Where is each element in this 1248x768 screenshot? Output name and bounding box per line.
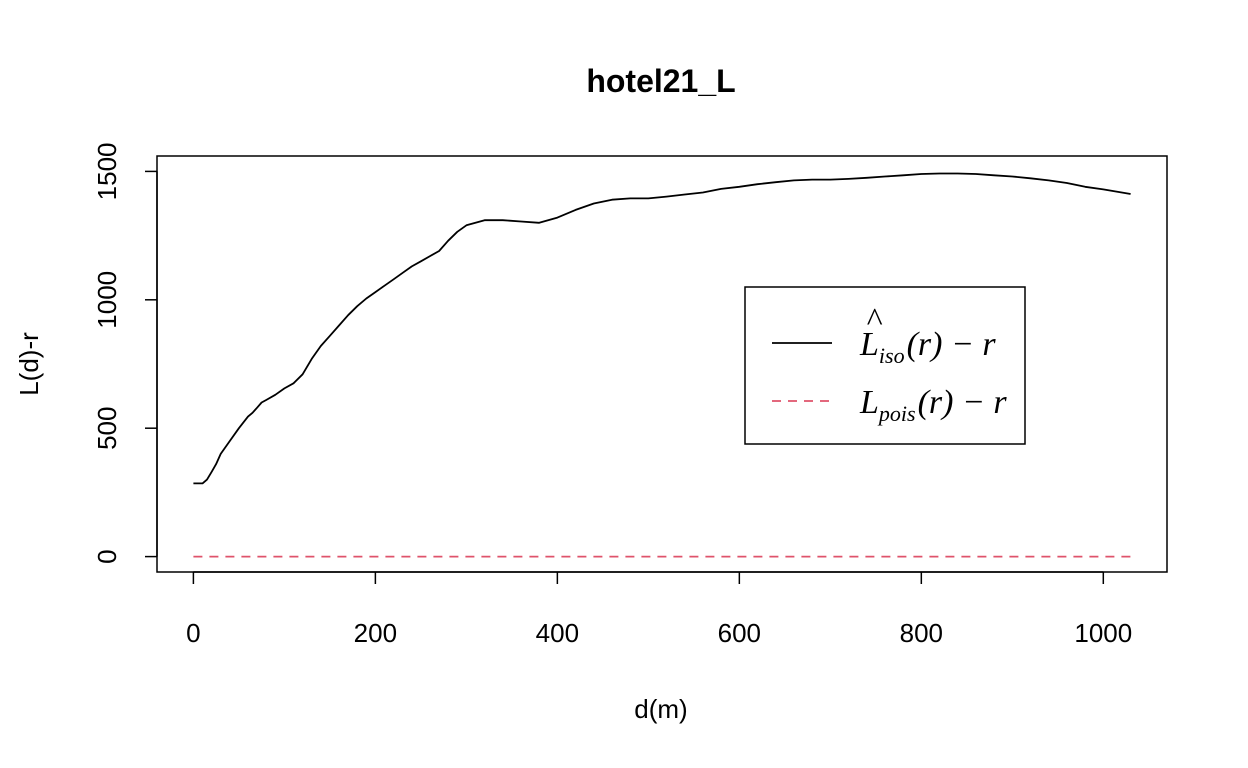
legend-label-pois: Lpois(r) − r [859,384,1007,426]
y-axis: 0 500 1000 1500 [92,142,158,564]
legend-box [744,286,1026,445]
x-axis-label: d(m) [634,694,687,724]
series-layer [193,172,1131,558]
x-tick-label: 200 [354,618,397,648]
x-tick-label: 400 [536,618,579,648]
legend-label-iso: Liso(r) − r [859,326,996,368]
y-tick-label: 0 [92,549,122,563]
x-tick-label: 600 [718,618,761,648]
y-tick-label: 500 [92,407,122,450]
y-axis-label: L(d)-r [14,332,44,396]
chart-title: hotel21_L [586,63,735,99]
y-tick-label: 1000 [92,271,122,329]
x-tick-label: 800 [900,618,943,648]
legend-hat-iso: ^ [866,302,883,339]
x-axis: 0 200 400 600 800 1000 [186,571,1132,648]
x-tick-label: 0 [186,618,200,648]
x-tick-label: 1000 [1074,618,1132,648]
legend: Liso(r) − r^ Lpois(r) − r [744,286,1026,445]
y-tick-label: 1500 [92,142,122,200]
series-line-iso [193,172,1131,485]
